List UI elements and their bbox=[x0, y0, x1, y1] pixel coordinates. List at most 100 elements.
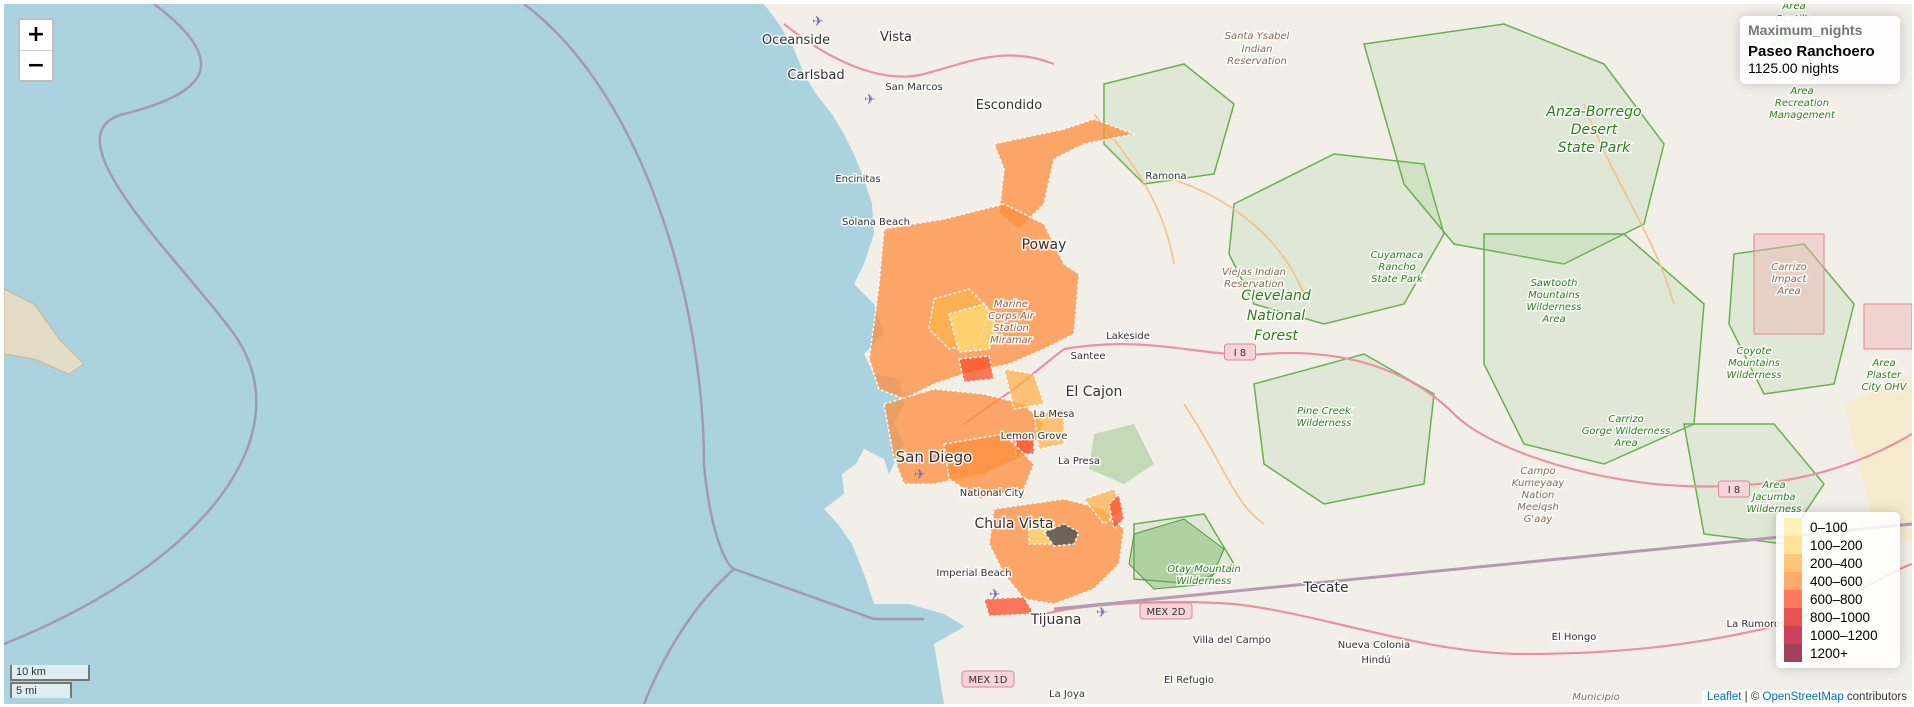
osm-link[interactable]: OpenStreetMap bbox=[1762, 691, 1844, 703]
place-label-label: Ramona bbox=[1145, 171, 1186, 182]
reerve-labels-label: Carrizo bbox=[1771, 262, 1806, 273]
svg-text:✈: ✈ bbox=[989, 587, 1001, 603]
legend-item: 1000–1200 bbox=[1784, 626, 1892, 644]
legend-item: 800–1000 bbox=[1784, 608, 1892, 626]
zoom-in-button[interactable]: + bbox=[20, 20, 52, 50]
legend-label: 600–800 bbox=[1810, 591, 1863, 607]
scale-bar: 10 km 5 mi bbox=[10, 665, 90, 698]
attribution-suffix: contributors bbox=[1843, 691, 1907, 703]
svg-text:✈: ✈ bbox=[864, 92, 876, 108]
legend-label: 400–600 bbox=[1810, 573, 1863, 589]
zoom-out-button[interactable]: − bbox=[20, 50, 52, 80]
park-label-label: Management bbox=[1769, 110, 1836, 121]
legend-swatch bbox=[1784, 554, 1802, 572]
info-neighbourhood: Paseo Ranchoero bbox=[1748, 43, 1875, 60]
neighbourhood-polygon[interactable] bbox=[948, 303, 1000, 353]
reerve-labels-label: Nation bbox=[1522, 490, 1555, 501]
neighbourhood-polygon[interactable] bbox=[958, 355, 995, 383]
neighbourhood-polygon[interactable] bbox=[988, 498, 1125, 605]
plaster-city-area bbox=[1863, 303, 1912, 350]
otay-mountain bbox=[1128, 518, 1225, 590]
park-label-label: Area bbox=[1761, 480, 1785, 491]
legend-item: 400–600 bbox=[1784, 572, 1892, 590]
park-label-label: Otay Mountain bbox=[1167, 564, 1241, 575]
map-container[interactable]: ✈ ✈ ✈ ✈ ✈ Oceanside Vista Carlsbad San Marc… bbox=[4, 4, 1912, 704]
road-shield-icon bbox=[1139, 602, 1193, 620]
place-labels: Oceanside Vista Carlsbad San Marcos Escondid… bbox=[760, 29, 1793, 702]
info-value: 1125.00 nights bbox=[1748, 60, 1839, 76]
place-label-label: La Joya bbox=[1049, 689, 1085, 700]
place-label-label: Nueva Colonia bbox=[1338, 640, 1410, 651]
road-shield-label: MEX 2D bbox=[1146, 607, 1185, 618]
attribution: Leaflet | © OpenStreetMap contributors bbox=[1701, 690, 1912, 704]
legend-label: 1000–1200 bbox=[1810, 627, 1878, 643]
place-label-label: Villa del Campo bbox=[1193, 635, 1271, 646]
park-label-label: Area bbox=[1541, 314, 1565, 325]
info-box: Maximum_nights Paseo Ranchoero 1125.00 n… bbox=[1740, 16, 1900, 84]
reerve-labels-label: Reservation bbox=[1224, 279, 1284, 290]
road-shield-icon bbox=[961, 670, 1015, 688]
place-label-label: Imperial Beach bbox=[936, 568, 1011, 579]
neighbourhood-polygon[interactable] bbox=[1108, 492, 1125, 531]
choropleth-layer[interactable] bbox=[868, 118, 1137, 617]
road-shield-label: I 8 bbox=[1728, 485, 1741, 496]
place-label-label: El Cajon bbox=[1066, 384, 1123, 400]
land-peninsula bbox=[902, 469, 974, 569]
park-label-label: Cleveland bbox=[1241, 288, 1311, 304]
park-label-label: Wilderness bbox=[1727, 370, 1782, 381]
highlighted-neighbourhood[interactable] bbox=[1042, 523, 1080, 547]
place-label-label: Tijuana bbox=[1030, 612, 1082, 628]
svg-text:✈: ✈ bbox=[914, 467, 926, 483]
road-shield-icon bbox=[1718, 480, 1750, 498]
scale-mi: 5 mi bbox=[10, 682, 72, 698]
neighbourhood-polygon[interactable] bbox=[1002, 368, 1045, 410]
info-heading: Maximum_nights bbox=[1748, 22, 1863, 38]
place-label-label: El Refugio bbox=[1164, 675, 1214, 686]
place-label-label: Poway bbox=[1022, 237, 1067, 253]
legend-item: 100–200 bbox=[1784, 536, 1892, 554]
park-label-label: City OHV bbox=[1861, 382, 1907, 393]
park-label-label: National bbox=[1247, 308, 1305, 324]
place-label-label: Tecate bbox=[1302, 580, 1348, 596]
park-label-label: Jacumba bbox=[1750, 492, 1795, 503]
park-label-label: Wilderness bbox=[1527, 302, 1582, 313]
park-label-label: Cuyamaca bbox=[1371, 250, 1424, 261]
reerve-labels-label: Campo bbox=[1520, 466, 1555, 477]
road-shields: I 8 I 8 MEX 2D MEX 1D bbox=[961, 343, 1750, 688]
place-label-label: Lakeside bbox=[1106, 331, 1150, 342]
park-label-label: Wilderness bbox=[1177, 576, 1232, 587]
neighbourhood-polygon[interactable] bbox=[992, 118, 1137, 230]
island bbox=[4, 288, 85, 375]
park-label-label: Coyote bbox=[1736, 346, 1771, 357]
legend-label: 100–200 bbox=[1810, 537, 1863, 553]
legend-label: 1200+ bbox=[1810, 645, 1848, 661]
legend-swatch bbox=[1784, 590, 1802, 608]
maritime-boundaries bbox=[4, 4, 924, 704]
park-label-label: Mountains bbox=[1528, 290, 1580, 301]
park-patch bbox=[1089, 424, 1154, 484]
park-label-label: Plaster bbox=[1867, 370, 1902, 381]
neighbourhood-polygon[interactable] bbox=[1033, 408, 1065, 450]
legend-swatch bbox=[1784, 536, 1802, 554]
basemap[interactable]: ✈ ✈ ✈ ✈ ✈ Oceanside Vista Carlsbad San Marc… bbox=[4, 4, 1912, 704]
place-label-label: Solana Beach bbox=[842, 217, 910, 228]
neighbourhood-polygon[interactable] bbox=[983, 596, 1036, 617]
park-label-label: Rancho bbox=[1378, 262, 1415, 273]
place-label-label: La Presa bbox=[1058, 456, 1100, 467]
leaflet-link[interactable]: Leaflet bbox=[1706, 691, 1742, 703]
park-label-label: Pine Creek bbox=[1297, 406, 1352, 417]
reerve-labels-label: Impact bbox=[1772, 274, 1808, 285]
legend-label: 800–1000 bbox=[1810, 609, 1871, 625]
legend-swatch bbox=[1784, 644, 1802, 662]
reerve-labels-label: G'aay bbox=[1524, 514, 1554, 525]
neighbourhood-polygon[interactable] bbox=[943, 433, 1035, 500]
place-label-label: San Diego bbox=[896, 448, 973, 466]
reerve-labels-label: Municipio bbox=[1572, 692, 1620, 703]
reerve-labels-label: Meelqsh bbox=[1517, 502, 1559, 513]
place-label-label: Hindú bbox=[1361, 654, 1390, 666]
desert-patch bbox=[1844, 374, 1912, 544]
carrizo-impact-area bbox=[1753, 233, 1825, 335]
reerve-labels-label: Viejas Indian bbox=[1222, 267, 1286, 278]
